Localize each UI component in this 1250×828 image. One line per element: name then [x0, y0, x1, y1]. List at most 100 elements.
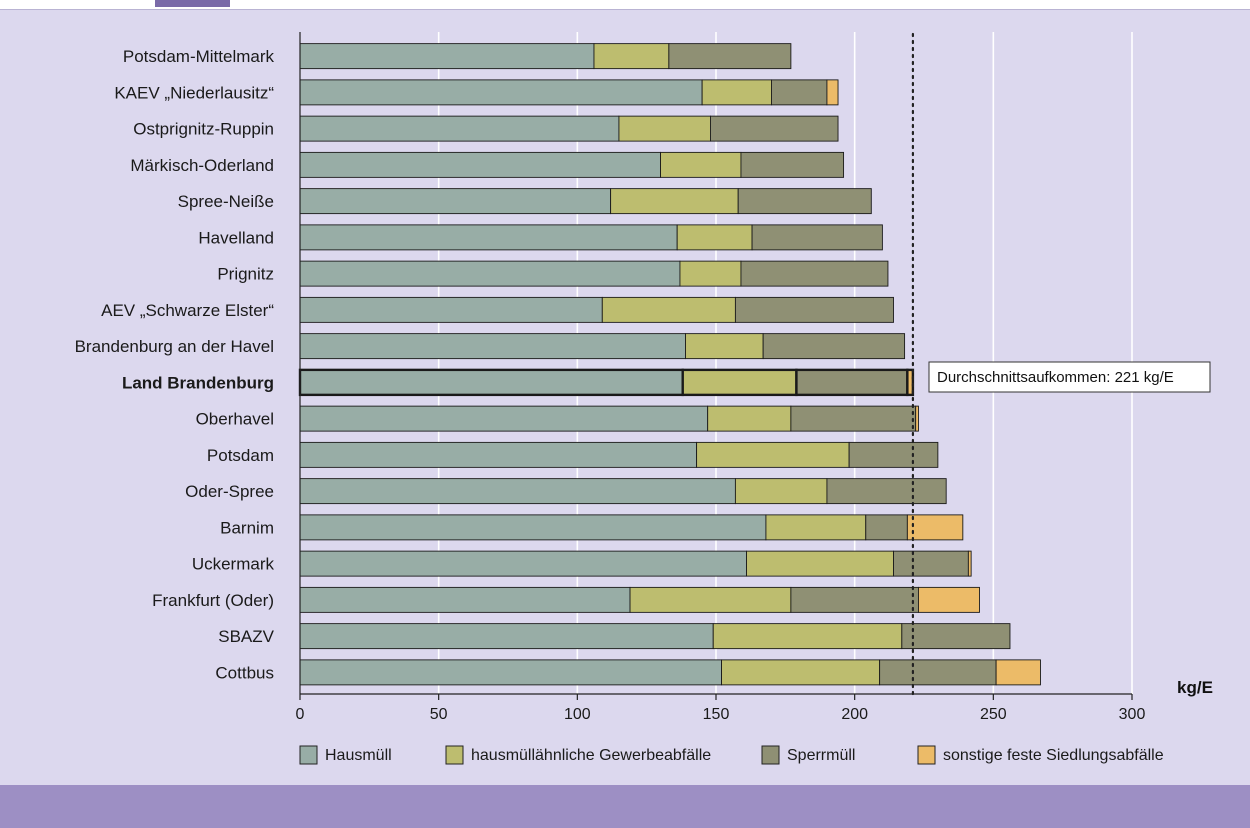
bar-segment-land-brandenburg-hausmull [298, 368, 684, 397]
bar-segment-prignitz-hausmull [299, 260, 681, 287]
bar-segment-oberhavel-hausmull [299, 405, 709, 432]
axis-layer: kg/E 0 50 100 150 200 250 300 [296, 32, 1213, 723]
bar-segment-cottbus-sperrmull [879, 659, 997, 686]
bar-row-havelland [299, 224, 883, 251]
category-label-oder-spree: Oder-Spree [185, 482, 274, 501]
category-label-land-brandenburg: Land Brandenburg [122, 373, 274, 392]
bar-row-barnim [299, 514, 964, 541]
reference-layer: Durchschnittsaufkommen: 221 kg/E [911, 32, 1211, 696]
x-tick-label-200: 200 [841, 706, 868, 723]
bar-row-frankfurt-oder [299, 586, 980, 613]
stacked-bar-chart: Durchschnittsaufkommen: 221 kg/E kg/E 0 5… [75, 32, 1213, 765]
bar-segment-oder-spree-hausmull [299, 478, 736, 505]
bar-segment-uckermark-hausmullahnliche-gewerbeabfalle [746, 550, 894, 577]
bar-segment-prignitz-sperrmull [740, 260, 889, 287]
bar-segment-ostprignitz-ruppin-hausmullahnliche-gewerbeabfalle [618, 115, 711, 142]
bar-segment-havelland-sperrmull [751, 224, 883, 251]
average-annotation-label: Durchschnittsaufkommen: 221 kg/E [937, 369, 1174, 386]
bar-segment-land-brandenburg-sonstige-feste-siedlungsabfalle [906, 368, 915, 397]
bar-segment-oberhavel-sonstige-feste-siedlungsabfalle [915, 405, 919, 432]
bar-segment-barnim-hausmull [299, 514, 767, 541]
category-label-oberhavel: Oberhavel [196, 410, 274, 429]
legend-label-hausmull: Hausmüll [325, 747, 392, 764]
legend: Hausmüll hausmüllähnliche Gewerbeabfälle S… [299, 745, 1164, 765]
bottom-band [0, 785, 1250, 828]
x-tick-label-50: 50 [430, 706, 448, 723]
bar-row-potsdam [299, 441, 939, 468]
bar-segment-kaev-niederlausitz-hausmullahnliche-gewerbeabfalle [701, 79, 772, 106]
legend-label-hausmullahnliche-gewerbeabfalle: hausmüllähnliche Gewerbeabfälle [471, 747, 711, 764]
bar-segment-kaev-niederlausitz-sonstige-feste-siedlungsabfalle [826, 79, 839, 106]
legend-label-sonstige-feste-siedlungsabfalle: sonstige feste Siedlungsabfälle [943, 747, 1164, 764]
x-tick-label-150: 150 [703, 706, 730, 723]
bar-segment-frankfurt-oder-hausmull [299, 586, 631, 613]
bar-segment-cottbus-hausmullahnliche-gewerbeabfalle [721, 659, 881, 686]
bar-segment-markisch-oderland-hausmull [299, 151, 661, 178]
bar-row-oberhavel [299, 405, 919, 432]
bar-segment-ostprignitz-ruppin-sperrmull [710, 115, 839, 142]
top-rule [0, 9, 1250, 10]
bar-segment-cottbus-sonstige-feste-siedlungsabfalle [995, 659, 1041, 686]
category-label-sbazv: SBAZV [218, 627, 274, 646]
bar-row-sbazv [299, 623, 1011, 650]
average-annotation-box [928, 361, 1211, 393]
bar-row-land-brandenburg [298, 368, 915, 397]
bar-segment-sbazv-hausmull [299, 623, 714, 650]
bar-segment-frankfurt-oder-sperrmull [790, 586, 919, 613]
bar-segment-brandenburg-an-der-havel-sperrmull [762, 333, 906, 360]
top-tab-marker [155, 0, 230, 7]
bar-row-cottbus [299, 659, 1041, 686]
bar-segment-brandenburg-an-der-havel-hausmull [299, 333, 686, 360]
grid-layer [437, 32, 1133, 694]
bars-layer [298, 43, 1041, 686]
bar-segment-barnim-hausmullahnliche-gewerbeabfalle [765, 514, 867, 541]
category-label-uckermark: Uckermark [192, 555, 275, 574]
bar-row-potsdam-mittelmark [299, 43, 792, 70]
top-bar [0, 0, 1250, 10]
category-label-aev-schwarze-elster: AEV „Schwarze Elster“ [101, 301, 274, 320]
bar-segment-land-brandenburg-hausmullahnliche-gewerbeabfalle [681, 368, 798, 397]
legend-swatch-sperrmull [761, 745, 780, 765]
chart-panel: Durchschnittsaufkommen: 221 kg/E kg/E 0 5… [0, 10, 1250, 785]
bar-segment-potsdam-mittelmark-sperrmull [668, 43, 792, 70]
category-label-brandenburg-an-der-havel: Brandenburg an der Havel [75, 337, 274, 356]
category-label-havelland: Havelland [198, 228, 274, 247]
bar-segment-potsdam-hausmullahnliche-gewerbeabfalle [696, 441, 850, 468]
bar-segment-frankfurt-oder-hausmullahnliche-gewerbeabfalle [629, 586, 792, 613]
category-label-prignitz: Prignitz [217, 265, 274, 284]
bar-segment-uckermark-hausmull [299, 550, 747, 577]
bar-segment-aev-schwarze-elster-hausmullahnliche-gewerbeabfalle [601, 296, 736, 323]
bar-segment-oder-spree-sperrmull [826, 478, 947, 505]
bar-segment-markisch-oderland-sperrmull [740, 151, 845, 178]
legend-label-sperrmull: Sperrmüll [787, 747, 855, 764]
legend-swatch-sonstige-feste-siedlungsabfalle [917, 745, 936, 765]
bar-row-markisch-oderland [299, 151, 845, 178]
bar-segment-uckermark-sperrmull [893, 550, 969, 577]
bar-segment-frankfurt-oder-sonstige-feste-siedlungsabfalle [918, 586, 980, 613]
bar-segment-prignitz-hausmullahnliche-gewerbeabfalle [679, 260, 742, 287]
bar-segment-potsdam-hausmull [299, 441, 698, 468]
bar-segment-uckermark-sonstige-feste-siedlungsabfalle [967, 550, 972, 577]
legend-swatch-hausmullahnliche-gewerbeabfalle [445, 745, 464, 765]
bar-row-oder-spree [299, 478, 947, 505]
bar-segment-barnim-sperrmull [865, 514, 908, 541]
bar-segment-oberhavel-sperrmull [790, 405, 917, 432]
bar-segment-aev-schwarze-elster-hausmull [299, 296, 603, 323]
x-tick-label-0: 0 [296, 706, 305, 723]
bar-segment-sbazv-hausmullahnliche-gewerbeabfalle [712, 623, 903, 650]
bar-segment-potsdam-sperrmull [848, 441, 939, 468]
bar-row-kaev-niederlausitz [299, 79, 839, 106]
bar-row-ostprignitz-ruppin [299, 115, 839, 142]
bar-segment-havelland-hausmull [299, 224, 678, 251]
x-tick-label-250: 250 [980, 706, 1007, 723]
bar-row-uckermark [299, 550, 972, 577]
bar-segment-oder-spree-hausmullahnliche-gewerbeabfalle [734, 478, 828, 505]
bar-segment-ostprignitz-ruppin-hausmull [299, 115, 620, 142]
bar-segment-oberhavel-hausmullahnliche-gewerbeabfalle [707, 405, 792, 432]
bar-segment-barnim-sonstige-feste-siedlungsabfalle [906, 514, 964, 541]
legend-swatch-hausmull [299, 745, 318, 765]
bar-segment-potsdam-mittelmark-hausmullahnliche-gewerbeabfalle [593, 43, 670, 70]
category-label-kaev-niederlausitz: KAEV „Niederlausitz“ [114, 83, 274, 102]
category-label-barnim: Barnim [220, 518, 274, 537]
bar-row-spree-nei-e [299, 188, 872, 215]
